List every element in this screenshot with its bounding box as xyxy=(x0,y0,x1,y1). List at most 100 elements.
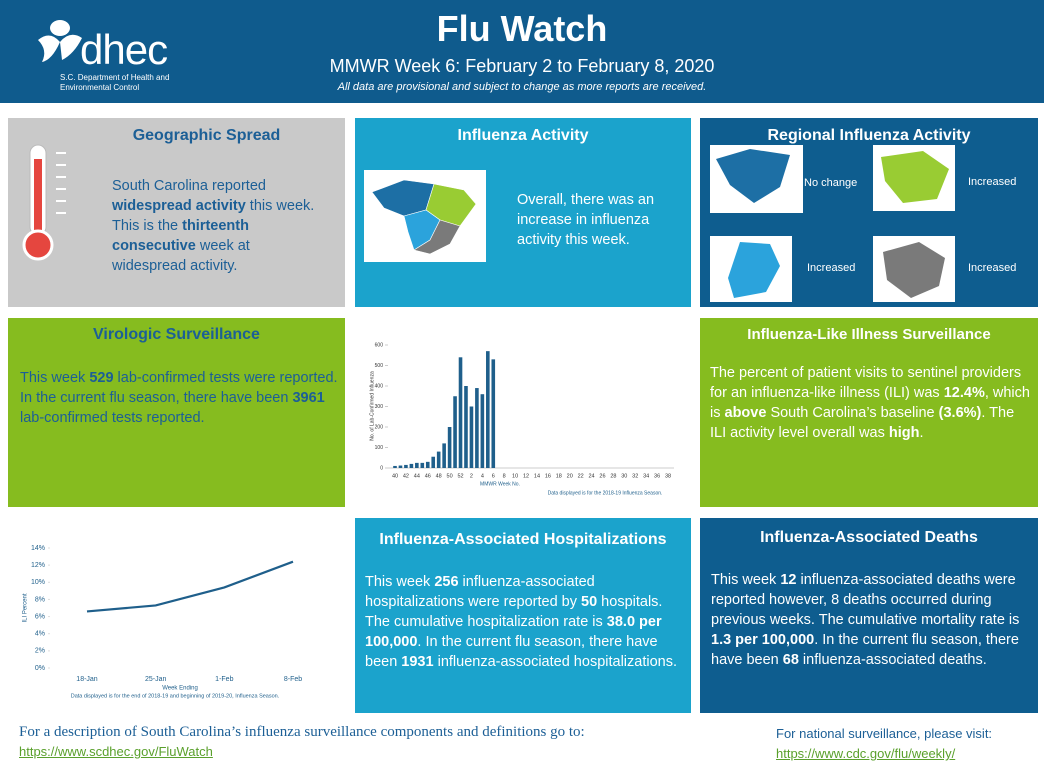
text: above xyxy=(724,405,767,421)
text: The percent of patient visits to sentine… xyxy=(710,365,1022,401)
text: This week xyxy=(711,572,781,588)
x-tick-label: 8 xyxy=(503,473,506,479)
x-tick-label: 22 xyxy=(578,473,584,479)
bar xyxy=(458,357,463,468)
x-tick-label: 8-Feb xyxy=(284,676,302,683)
footer-link[interactable]: https://www.cdc.gov/flu/weekly/ xyxy=(776,746,956,761)
bar xyxy=(398,465,403,468)
geographic-spread-panel: Geographic Spread South Carolina reporte… xyxy=(8,118,345,307)
logo-text: dhec xyxy=(80,26,168,73)
bar xyxy=(436,451,441,468)
deaths-panel: Influenza-Associated Deaths This week 12… xyxy=(700,518,1038,713)
text: . In the current flu season, there have … xyxy=(365,634,658,670)
x-tick-label: 46 xyxy=(425,473,431,479)
panel-title: Influenza-Associated Deaths xyxy=(760,529,978,546)
text: (3.6%) xyxy=(938,405,982,421)
text: . xyxy=(919,425,924,441)
virologic-panel: Virologic Surveillance This week 529 lab… xyxy=(8,318,345,507)
state-map xyxy=(364,170,486,262)
x-tick-label: 34 xyxy=(643,473,649,479)
y-tick-label: 200 xyxy=(375,424,384,430)
text: influenza-associated deaths were reporte… xyxy=(711,572,1020,628)
text: This week xyxy=(365,574,435,590)
text: 50 xyxy=(581,594,598,610)
footer-link[interactable]: https://www.scdhec.gov/FluWatch xyxy=(19,744,213,759)
text: 12 xyxy=(780,572,797,588)
panel-title: Virologic Surveillance xyxy=(93,326,260,343)
text: This week xyxy=(20,370,90,386)
x-tick-label: 52 xyxy=(457,473,463,479)
region-map xyxy=(710,145,803,213)
note: All data are provisional and subject to … xyxy=(337,81,707,93)
y-tick-label: 500 xyxy=(375,363,384,369)
text: thirteenth consecutive xyxy=(112,218,249,254)
x-tick-label: 25-Jan xyxy=(145,676,167,683)
x-tick-label: 50 xyxy=(447,473,453,479)
footer-text: For a description of South Carolina’s in… xyxy=(19,724,585,740)
text: lab-confirmed tests were reported. In th… xyxy=(20,370,338,406)
text: 256 xyxy=(434,574,459,590)
y-tick-label: 100 xyxy=(375,445,384,451)
text: 529 xyxy=(89,370,114,386)
text: widespread activity xyxy=(112,198,246,214)
text: 68 xyxy=(782,652,799,668)
text: influenza-associated hospitalizations we… xyxy=(365,574,595,610)
text: 1.3 per 100,000 xyxy=(711,632,815,648)
panel-title: Influenza Activity xyxy=(457,127,589,144)
x-tick-label: 20 xyxy=(567,473,573,479)
y-tick-label: 2% xyxy=(35,648,45,655)
text: lab-confirmed tests reported. xyxy=(20,410,205,426)
panel-text: The percent of patient visits to sentine… xyxy=(710,363,1032,443)
y-axis-label: ILI Percent xyxy=(23,593,29,622)
bar xyxy=(420,462,425,468)
x-tick-label: 40 xyxy=(392,473,398,479)
y-tick-label: 8% xyxy=(35,596,45,603)
x-tick-label: 44 xyxy=(414,473,420,479)
bar xyxy=(475,388,479,468)
bar xyxy=(447,427,452,468)
x-tick-label: 1-Feb xyxy=(215,676,233,683)
bar xyxy=(442,443,446,468)
panel-text: South Carolina reported widespread activ… xyxy=(112,176,327,276)
x-tick-label: 4 xyxy=(481,473,484,479)
bar xyxy=(415,462,419,468)
y-tick-label: 300 xyxy=(375,404,384,410)
bar xyxy=(425,461,430,468)
x-tick-label: 14 xyxy=(534,473,540,479)
panel-text: This week 529 lab-confirmed tests were r… xyxy=(20,368,342,428)
x-tick-label: 2 xyxy=(470,473,473,479)
text: high xyxy=(888,425,920,441)
region-status: Increased xyxy=(807,262,856,274)
text: influenza-associated hospitalizations. xyxy=(433,654,677,670)
title: Flu Watch xyxy=(436,8,608,49)
text: hospitals. The cumulative hospitalizatio… xyxy=(365,594,663,630)
text: week at widespread activity. xyxy=(112,238,250,274)
y-tick-label: 4% xyxy=(35,631,45,638)
line xyxy=(86,560,294,613)
x-tick-label: 10 xyxy=(512,473,518,479)
region-map xyxy=(873,145,955,211)
bar xyxy=(453,396,457,468)
text: . In the current flu season, there have … xyxy=(711,632,1019,668)
x-tick-label: 24 xyxy=(588,473,594,479)
chart-note: Data displayed is for the 2018-19 Influe… xyxy=(548,490,663,496)
ili-panel: Influenza-Like Illness Surveillance The … xyxy=(700,318,1038,507)
panel-title: Geographic Spread xyxy=(132,127,281,144)
text: influenza-associated deaths. xyxy=(798,652,987,668)
x-tick-label: 18-Jan xyxy=(76,676,98,683)
influenza-activity-panel: Influenza Activity Overall, there was an… xyxy=(355,118,691,307)
region-status: Increased xyxy=(968,262,1017,274)
x-tick-label: 12 xyxy=(523,473,529,479)
panel-title: Regional Influenza Activity xyxy=(767,127,971,144)
text: South Carolina’s baseline xyxy=(766,405,939,421)
x-axis-label: Week Ending xyxy=(162,686,198,692)
region-map xyxy=(873,236,955,302)
x-tick-label: 6 xyxy=(492,473,495,479)
panel-text: This week 256 influenza-associated hospi… xyxy=(365,572,687,672)
text: 3961 xyxy=(292,390,325,406)
x-tick-label: 28 xyxy=(610,473,616,479)
y-tick-label: 600 xyxy=(375,342,384,348)
chart-background xyxy=(8,518,345,713)
x-tick-label: 26 xyxy=(599,473,605,479)
